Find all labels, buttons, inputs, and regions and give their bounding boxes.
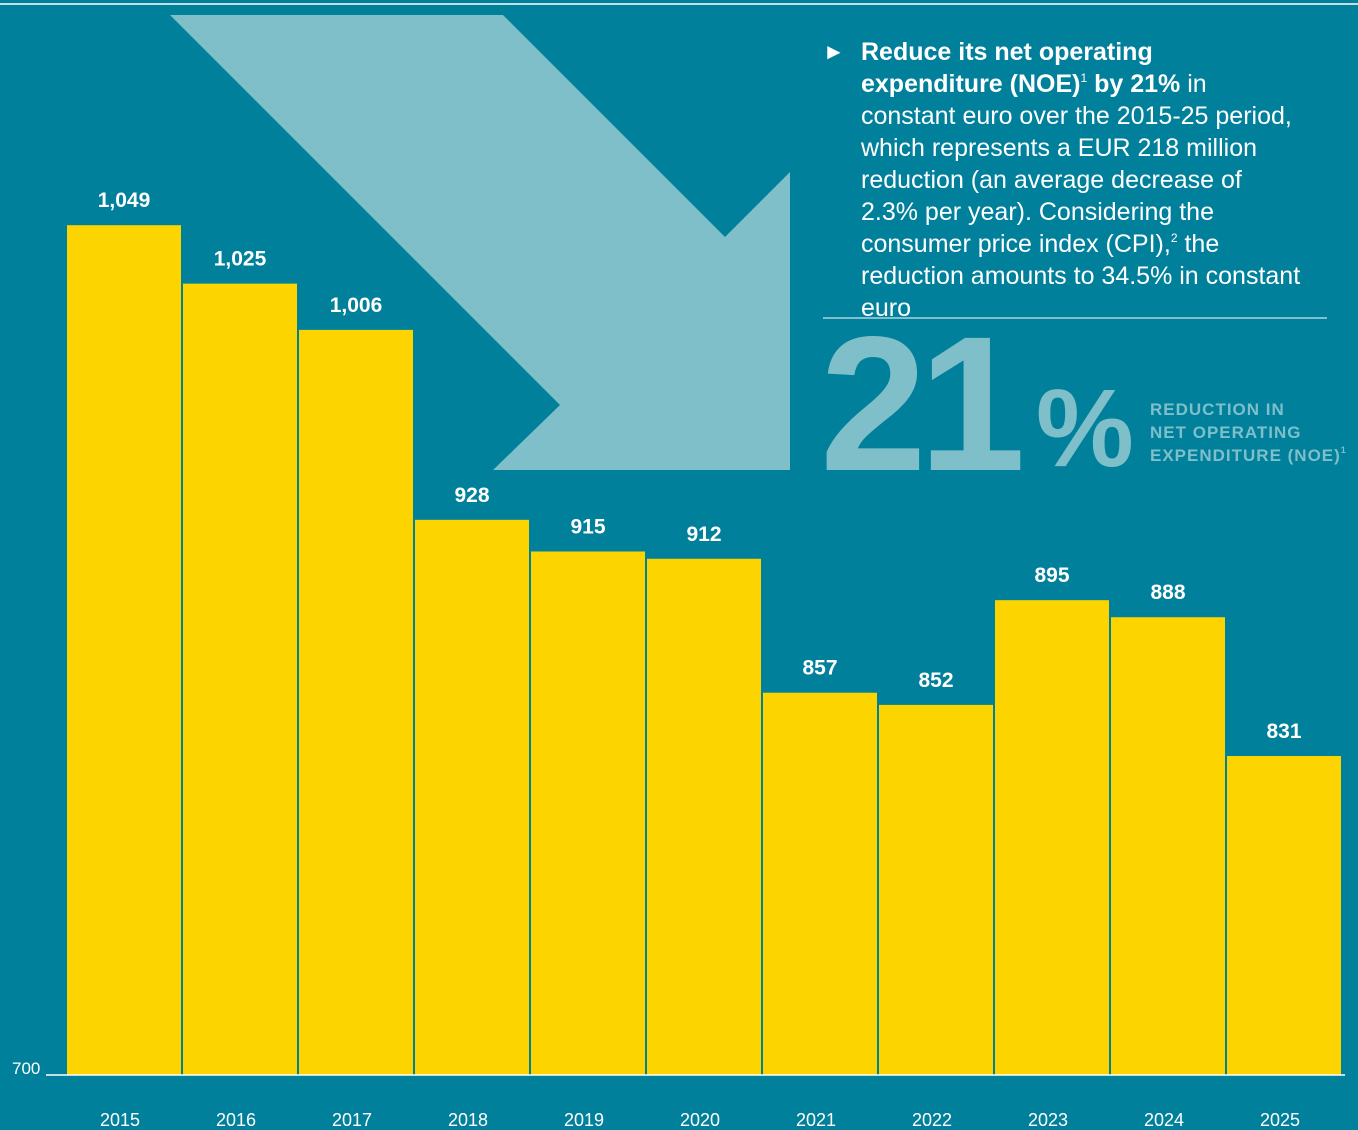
value-label: 852	[918, 669, 953, 692]
x-tick-label: 2015	[100, 1110, 140, 1130]
bar	[531, 551, 645, 1075]
bold-text: Reduce its net operating expenditure (NO…	[861, 38, 1153, 98]
value-label: 1,025	[214, 248, 267, 271]
highlight-unit: %	[1036, 367, 1134, 490]
value-label: 1,049	[98, 189, 151, 212]
bar	[183, 283, 297, 1075]
x-tick-label: 2016	[216, 1110, 256, 1130]
value-label: 915	[570, 515, 605, 538]
bar	[647, 558, 761, 1075]
x-tick-label: 2018	[448, 1110, 488, 1130]
superscript: 1	[1080, 71, 1088, 85]
bar	[1227, 756, 1341, 1075]
annotation-text: Reduce its net operating expenditure (NO…	[861, 36, 1301, 324]
bar	[1111, 617, 1225, 1075]
value-label: 912	[686, 523, 721, 546]
highlight-label: NET OPERATING	[1150, 423, 1302, 442]
text: in constant euro over the 2015-25 period…	[861, 70, 1292, 258]
value-label: 1,006	[330, 294, 383, 317]
superscript: 2	[1170, 231, 1178, 245]
x-tick-label: 2025	[1260, 1110, 1300, 1130]
x-tick-label: 2022	[912, 1110, 952, 1130]
y-tick-label: 700	[12, 1059, 40, 1078]
bullet: ►	[823, 39, 845, 64]
highlight-label: REDUCTION IN	[1150, 400, 1285, 419]
value-label: 857	[802, 657, 837, 680]
x-tick-label: 2017	[332, 1110, 372, 1130]
bar	[415, 519, 529, 1075]
value-label: 888	[1150, 581, 1185, 604]
arrow	[170, 15, 790, 470]
x-tick-label: 2020	[680, 1110, 720, 1130]
highlight-label: EXPENDITURE (NOE)1	[1150, 445, 1347, 465]
bar	[763, 692, 877, 1075]
annotation: ► Reduce its net operating expenditure (…	[823, 36, 1301, 324]
x-tick-label: 2023	[1028, 1110, 1068, 1130]
value-label: 895	[1034, 564, 1069, 587]
highlight-sup: 1	[1341, 445, 1347, 455]
highlight-label: EXPENDITURE (NOE)	[1150, 446, 1341, 465]
bar	[879, 704, 993, 1075]
x-tick-label: 2019	[564, 1110, 604, 1130]
highlight-number: 21	[820, 296, 1021, 511]
x-tick-label: 2021	[796, 1110, 836, 1130]
text: the reduction amounts to 34.5% in consta…	[861, 230, 1301, 322]
bar	[67, 225, 181, 1075]
bar	[995, 600, 1109, 1075]
x-tick-label: 2024	[1144, 1110, 1184, 1130]
bold-text: by 21%	[1094, 70, 1181, 98]
value-label: 831	[1266, 720, 1301, 743]
bar	[299, 329, 413, 1075]
value-label: 928	[454, 484, 489, 507]
